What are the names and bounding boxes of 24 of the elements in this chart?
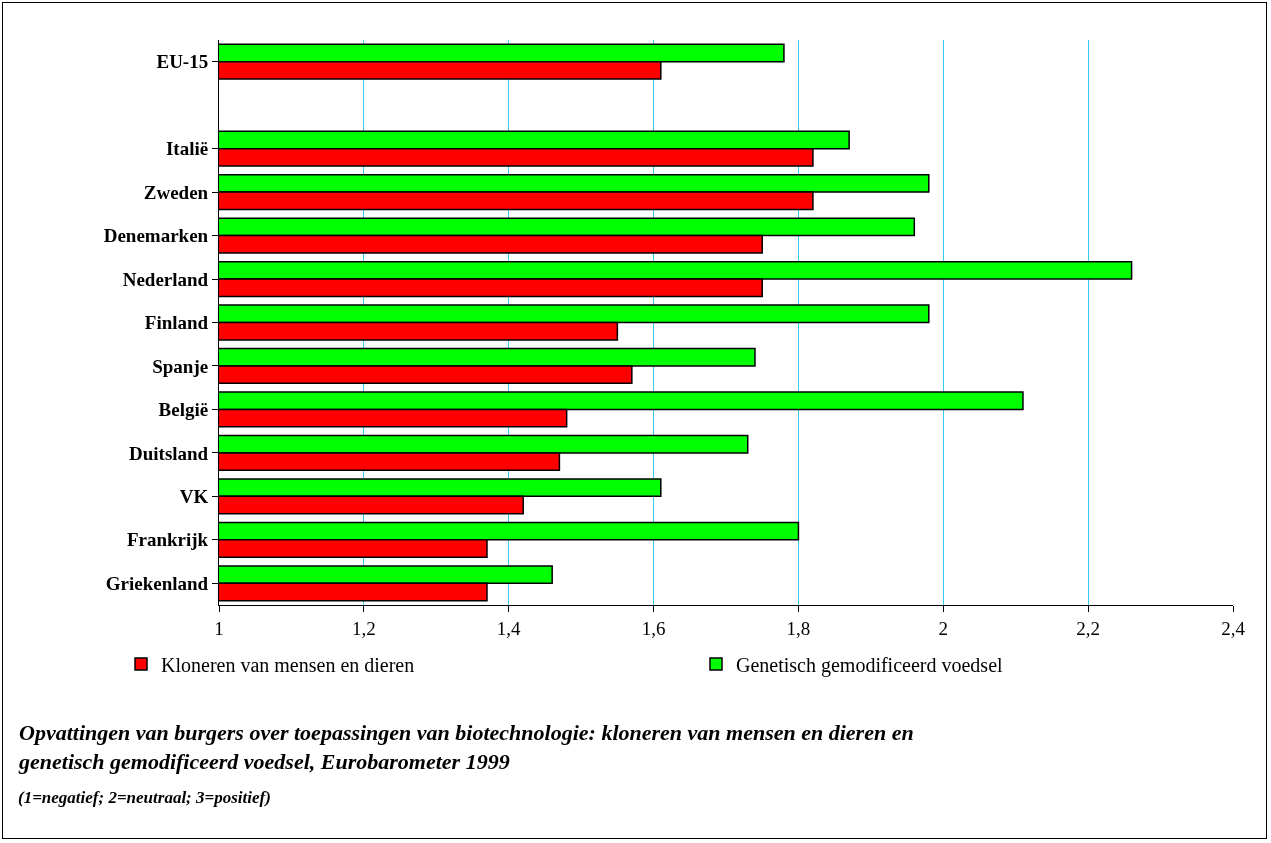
x-tick-label: 1,2 [351, 617, 376, 639]
y-tick-label: Frankrijk [126, 529, 209, 551]
x-tick-label: 1 [214, 617, 224, 639]
y-tick-label: Nederland [122, 268, 209, 290]
y-tick-label: België [158, 399, 209, 421]
y-tick-label: EU-15 [156, 51, 209, 73]
x-tick-label: 2,4 [1221, 617, 1246, 639]
x-tick-label: 1,8 [786, 617, 811, 639]
y-tick-label: Duitsland [129, 442, 209, 464]
x-tick-label: 2 [938, 617, 949, 639]
x-tick-label: 1,6 [641, 617, 666, 639]
x-tick-label: 1,4 [496, 617, 522, 639]
legend-label: Kloneren van mensen en dieren [161, 653, 415, 676]
y-tick-label: Griekenland [105, 572, 209, 594]
x-tick-label: 2,2 [1076, 617, 1101, 639]
y-tick-label: Spanje [152, 355, 209, 377]
y-tick-label: VK [179, 486, 209, 507]
y-tick-label: Finland [144, 312, 209, 334]
legend-label: Genetisch gemodificeerd voedsel [736, 653, 1004, 677]
y-tick-label: Denemarken [103, 225, 209, 247]
y-tick-label: Zweden [143, 181, 209, 203]
text: (1=negatief; 2=neutraal; 3=positief) [18, 788, 271, 807]
y-tick-label: Italië [165, 138, 209, 160]
text: Opvattingen van burgers over toepassingen van biotechnologie: kloneren van mensen en dieren en genetisch gemodificeerd voedsel, Eurobarometer 1999 [18, 720, 914, 774]
